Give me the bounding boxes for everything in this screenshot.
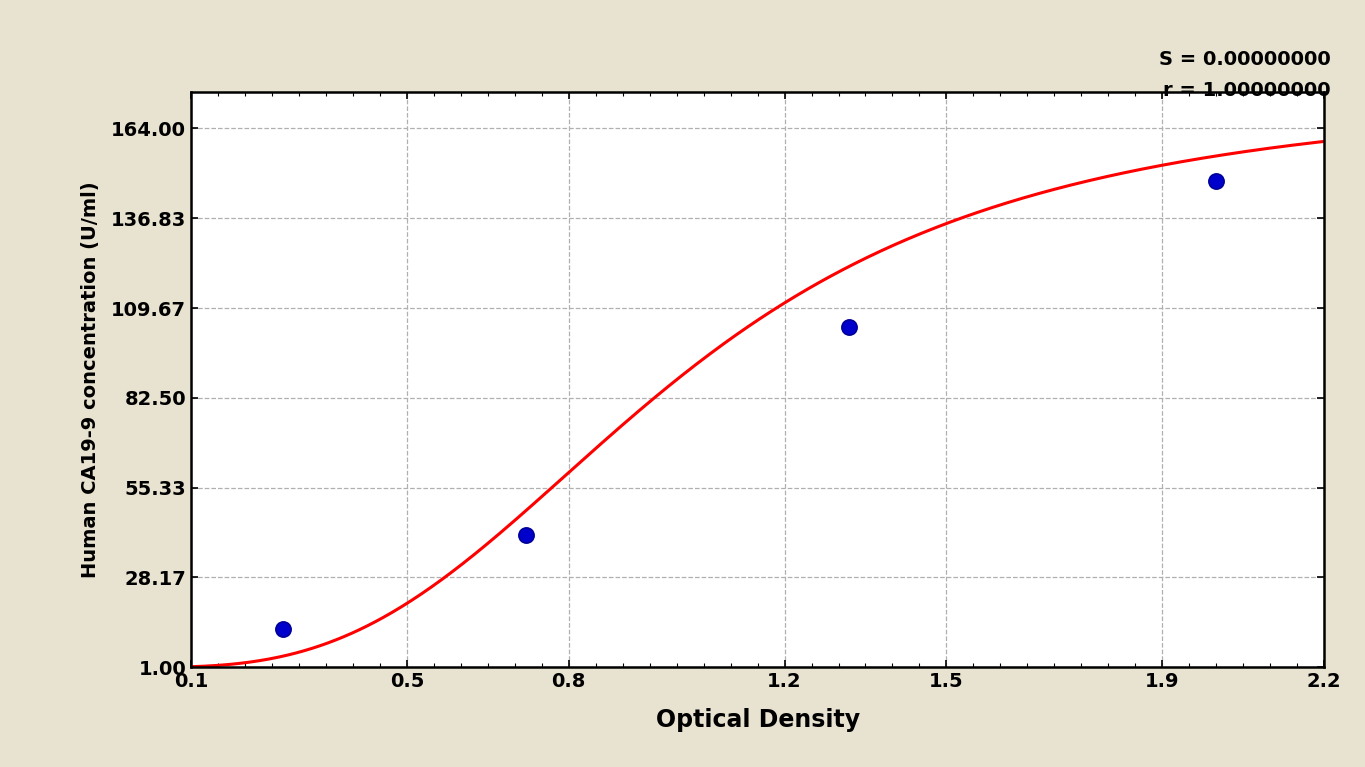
Point [1205,175,1227,187]
Text: S = 0.00000000: S = 0.00000000 [1159,50,1331,69]
Text: r = 1.00000000: r = 1.00000000 [1163,81,1331,100]
Y-axis label: Human CA19-9 concentration (U/ml): Human CA19-9 concentration (U/ml) [81,181,100,578]
Point [838,321,860,333]
X-axis label: Optical Density: Optical Density [655,708,860,732]
Point [515,529,536,542]
Point [272,623,293,635]
